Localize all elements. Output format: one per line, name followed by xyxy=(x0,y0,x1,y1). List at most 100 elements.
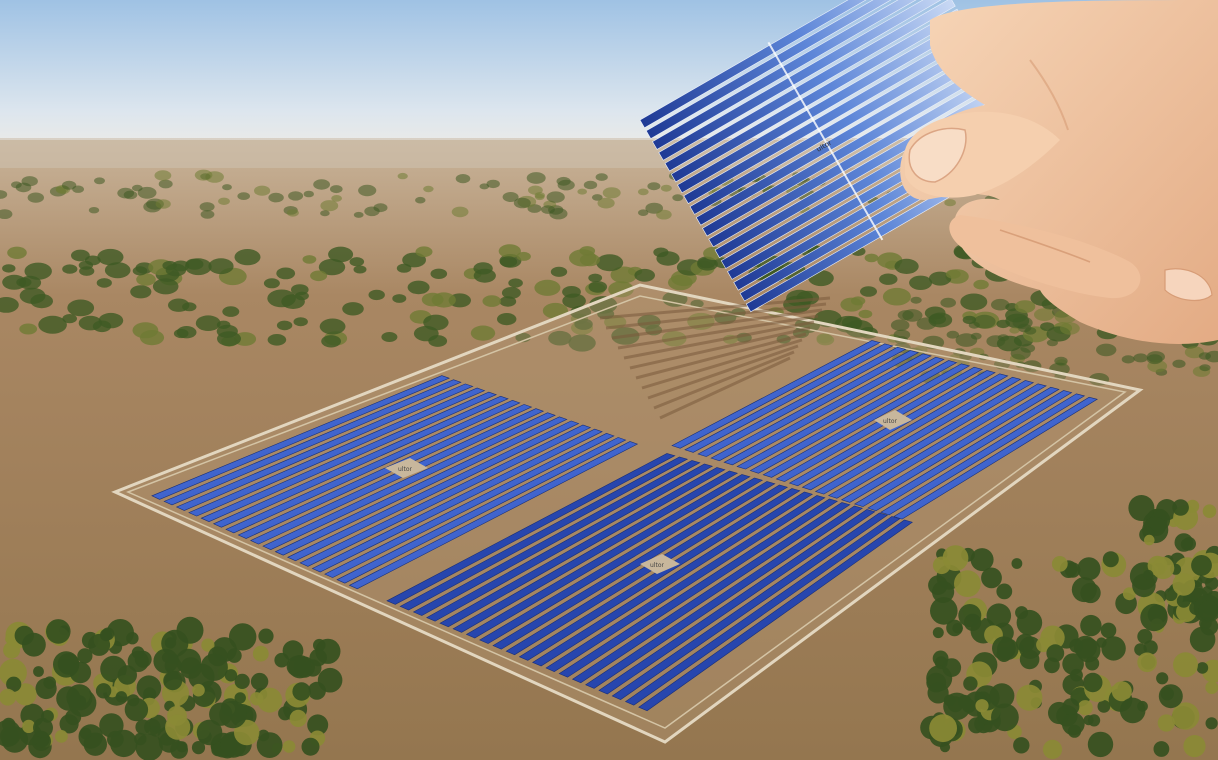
bush xyxy=(224,669,238,682)
vegetation-clump xyxy=(916,317,937,330)
bush xyxy=(250,692,264,706)
bush xyxy=(252,645,269,662)
bush xyxy=(1097,700,1111,713)
vegetation-clump xyxy=(589,296,618,314)
vegetation-clump xyxy=(381,332,398,342)
vegetation-clump xyxy=(349,257,365,267)
panel-row xyxy=(558,498,839,678)
vegetation-clump xyxy=(638,209,649,216)
vegetation-clump xyxy=(513,197,531,209)
vegetation-clump xyxy=(208,258,234,275)
bush xyxy=(1062,653,1084,675)
vegetation-clump xyxy=(132,266,148,276)
bush xyxy=(22,632,46,657)
bush xyxy=(56,686,81,711)
bush xyxy=(6,676,22,692)
vegetation-clump xyxy=(423,314,449,331)
vegetation-clump xyxy=(353,211,364,218)
vegetation-clump xyxy=(78,315,103,331)
bush xyxy=(65,709,82,726)
vegetation-clump xyxy=(396,263,412,273)
panel-row xyxy=(151,375,451,500)
vegetation-clump xyxy=(94,177,105,185)
vegetation-clump xyxy=(267,289,296,308)
bush xyxy=(192,683,205,697)
bush xyxy=(1158,684,1183,709)
hand xyxy=(900,0,1218,344)
vegetation-clump xyxy=(816,334,835,346)
vegetation-clump xyxy=(973,314,996,329)
bush xyxy=(163,671,183,691)
vegetation-clump xyxy=(645,202,663,214)
bush xyxy=(1205,717,1218,730)
vegetation-clump xyxy=(1133,353,1148,363)
vegetation-clump xyxy=(423,185,434,193)
bush xyxy=(136,675,162,700)
vegetation-clump xyxy=(11,181,22,189)
bush xyxy=(1128,495,1155,521)
inverter-pad: ultor xyxy=(385,458,428,478)
vegetation-clump xyxy=(132,184,143,192)
inverter-pad: ultor xyxy=(640,554,680,574)
vegetation-clump xyxy=(1205,350,1218,363)
bush xyxy=(1016,684,1043,711)
vegetation-clump xyxy=(1009,327,1020,334)
inverter-pad: ultor xyxy=(874,410,912,430)
bush xyxy=(257,729,270,742)
vegetation-clump xyxy=(996,319,1010,329)
vegetation-clump xyxy=(154,170,172,181)
bush xyxy=(3,641,21,659)
vegetation-clump xyxy=(499,296,517,307)
bush xyxy=(1205,681,1218,694)
vegetation-clump xyxy=(634,268,655,282)
bush xyxy=(1174,533,1194,552)
vegetation-clump xyxy=(986,335,1006,348)
solar-panel-array xyxy=(151,340,1098,712)
panel-row xyxy=(336,437,627,584)
vegetation-clump xyxy=(16,277,32,287)
vegetation-clump xyxy=(415,246,433,257)
vegetation-clump xyxy=(158,179,173,189)
vegetation-clump xyxy=(368,289,385,301)
vegetation-clump xyxy=(1199,364,1211,372)
bush xyxy=(258,628,274,644)
vegetation-clump xyxy=(19,323,38,335)
row-shadow xyxy=(629,326,811,370)
bush xyxy=(301,737,320,756)
panel-row xyxy=(749,360,958,474)
vegetation-clump xyxy=(62,264,78,274)
vegetation-clump xyxy=(501,287,521,299)
knuckle-crease xyxy=(1029,59,1069,131)
vegetation-clump xyxy=(218,197,230,205)
panel-row xyxy=(492,481,776,650)
vegetation-clump xyxy=(1024,327,1037,335)
bush xyxy=(69,661,92,684)
row-shadow xyxy=(641,338,803,390)
row-shadow xyxy=(623,320,815,360)
vegetation-clump xyxy=(973,279,989,290)
bush xyxy=(992,636,1016,661)
vegetation-clump xyxy=(217,331,241,347)
bush xyxy=(1144,534,1155,546)
vegetation-clump xyxy=(117,187,135,199)
vegetation-clump xyxy=(928,271,952,286)
bush xyxy=(55,730,68,743)
bush xyxy=(292,682,311,701)
vegetation-clump xyxy=(960,293,988,311)
bush xyxy=(1189,626,1216,653)
bush xyxy=(1153,741,1170,757)
bush xyxy=(1196,662,1209,674)
bush xyxy=(229,623,257,651)
bush xyxy=(307,714,329,736)
vegetation-clump xyxy=(67,299,95,317)
bush xyxy=(1137,629,1153,644)
bush xyxy=(1143,569,1154,580)
panel-row xyxy=(163,379,462,506)
bush xyxy=(1083,672,1103,693)
panel-row xyxy=(840,383,1047,503)
bush xyxy=(958,604,982,627)
row-shadow xyxy=(635,332,807,380)
bush xyxy=(22,719,36,734)
vegetation-clump xyxy=(668,274,693,291)
bush xyxy=(943,692,971,720)
